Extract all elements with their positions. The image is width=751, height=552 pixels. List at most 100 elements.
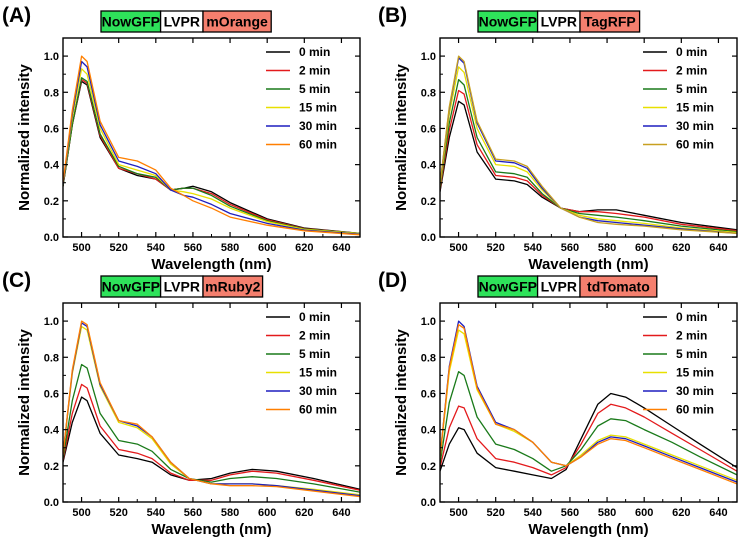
panel-c-construct-label: mRuby2 xyxy=(205,279,260,295)
panel-b-construct-segment xyxy=(579,10,641,33)
panel-a-x-tick-label: 640 xyxy=(332,242,350,254)
panel-b-x-axis-label: Wavelength (nm) xyxy=(528,256,648,273)
panel-c-construct-label: NowGFP xyxy=(102,279,160,295)
panel-c-series-line xyxy=(63,363,360,493)
panel-d-y-axis-label: Normalized intensity xyxy=(393,328,410,475)
panel-d-label: (D) xyxy=(378,269,407,292)
panel-b-y-tick-label: 1.0 xyxy=(421,51,436,63)
panel-b-y-tick-label: 0.2 xyxy=(421,196,436,208)
panel-b-x-tick-label: 520 xyxy=(487,242,505,254)
panel-c-series-line xyxy=(63,320,360,498)
panel-b-x-tick-label: 540 xyxy=(524,242,542,254)
panel-d-x-tick-label: 640 xyxy=(709,507,727,519)
panel-d: (D) NowGFP LVPR tdTomato 500 520 540 560 580 600 6… xyxy=(378,269,738,538)
panel-b-y-axis-label: Normalized intensity xyxy=(393,63,410,210)
panel-b-series-line xyxy=(440,89,737,232)
panel-c-x-tick-label: 640 xyxy=(332,507,350,519)
panel-b-construct-label: TagRFP xyxy=(584,14,636,30)
panel-d-x-tick-label: 500 xyxy=(449,507,467,519)
panel-b-series-line xyxy=(440,100,737,231)
panel-a-y-tick-label: 0.4 xyxy=(44,160,60,172)
panel-b-series-line xyxy=(440,78,737,233)
panel-a-y-tick-label: 0.6 xyxy=(44,123,59,135)
panel-b-legend-label: 15 min xyxy=(676,101,714,115)
panel-b-legend-label: 2 min xyxy=(676,64,707,78)
panel-a-x-tick-label: 560 xyxy=(184,242,202,254)
panel-b-series-line xyxy=(440,57,737,235)
panel-a-series-line xyxy=(63,78,360,235)
panel-b-y-tick-label: 0.4 xyxy=(421,160,437,172)
panel-b-y-tick-label: 0.6 xyxy=(421,123,436,135)
panel-d-legend-label: 0 min xyxy=(676,310,707,324)
panel-a-series-line xyxy=(63,60,360,235)
panel-c-label: (C) xyxy=(2,269,31,292)
panel-d-x-tick-label: 620 xyxy=(672,507,690,519)
panel-c-x-tick-label: 520 xyxy=(110,507,128,519)
panel-d-series-line xyxy=(440,371,737,476)
panel-a-x-tick-label: 540 xyxy=(147,242,165,254)
panel-b-construct-label: NowGFP xyxy=(479,14,537,30)
panel-d-y-tick-label: 0.6 xyxy=(421,388,436,400)
panel-c-y-axis-label: Normalized intensity xyxy=(16,328,33,475)
panel-d-legend-label: 2 min xyxy=(676,329,707,343)
panel-a-construct-label: LVPR xyxy=(164,14,200,30)
panel-b-series-line xyxy=(440,55,737,235)
panel-d-x-tick-label: 580 xyxy=(598,507,616,519)
panel-a-y-tick-label: 0.0 xyxy=(44,232,59,244)
panel-a-legend-label: 30 min xyxy=(299,119,337,133)
panel-d-x-tick-label: 520 xyxy=(487,507,505,519)
panel-c-x-tick-label: 500 xyxy=(72,507,90,519)
panel-b: (B) NowGFP LVPR TagRFP 500 520 540 560 580 600 620… xyxy=(378,4,738,273)
panel-a-x-tick-label: 520 xyxy=(110,242,128,254)
panel-a-x-tick-label: 500 xyxy=(72,242,90,254)
panel-d-x-tick-label: 540 xyxy=(524,507,542,519)
panel-c-construct-segment xyxy=(202,275,264,298)
panel-c-x-tick-label: 620 xyxy=(295,507,313,519)
panel-c-y-tick-label: 0.2 xyxy=(44,461,59,473)
panel-b-series-line xyxy=(440,66,737,234)
panel-a-y-axis-label: Normalized intensity xyxy=(16,63,33,210)
panel-d-construct-label: LVPR xyxy=(541,279,577,295)
panel-a-legend-label: 2 min xyxy=(299,64,330,78)
panel-a: (A) NowGFP LVPR mOrange 500 520 540 560 580 600 62… xyxy=(2,4,361,273)
panel-b-x-tick-label: 580 xyxy=(598,242,616,254)
panel-a-x-tick-label: 600 xyxy=(258,242,276,254)
panel-d-construct-segment xyxy=(579,275,658,298)
panel-b-construct-label: LVPR xyxy=(541,14,577,30)
panel-b-legend-label: 5 min xyxy=(676,82,707,96)
panel-c-y-tick-label: 0.6 xyxy=(44,388,59,400)
panel-c-y-tick-label: 0.4 xyxy=(44,425,60,437)
panel-c-x-tick-label: 540 xyxy=(147,507,165,519)
panel-c-y-tick-label: 0.8 xyxy=(44,352,59,364)
panel-a-construct-segment xyxy=(202,10,272,33)
panel-d-y-tick-label: 0.8 xyxy=(421,352,436,364)
panel-b-legend-label: 0 min xyxy=(676,45,707,59)
panel-b-legend-label: 60 min xyxy=(676,138,714,152)
panel-a-legend-label: 0 min xyxy=(299,45,330,59)
panel-b-x-tick-label: 560 xyxy=(561,242,579,254)
panel-d-legend-label: 15 min xyxy=(676,366,714,380)
panel-d-legend-label: 5 min xyxy=(676,347,707,361)
panel-d-series-line xyxy=(440,392,737,480)
panel-b-x-tick-label: 640 xyxy=(709,242,727,254)
panel-c-legend-label: 15 min xyxy=(299,366,337,380)
panel-d-y-tick-label: 1.0 xyxy=(421,316,436,328)
panel-c-x-tick-label: 600 xyxy=(258,507,276,519)
panel-a-x-tick-label: 580 xyxy=(221,242,239,254)
panel-b-y-tick-label: 0.8 xyxy=(421,87,436,99)
panel-d-series-line xyxy=(440,324,737,485)
panel-a-construct-label: mOrange xyxy=(206,14,268,30)
panel-a-series-line xyxy=(63,55,360,236)
panel-c-series-line xyxy=(63,396,360,490)
panel-d-y-tick-label: 0.0 xyxy=(421,497,436,509)
panel-d-legend-label: 30 min xyxy=(676,384,714,398)
panel-c-y-tick-label: 1.0 xyxy=(44,316,59,328)
panel-b-x-tick-label: 620 xyxy=(672,242,690,254)
panel-c-legend-label: 5 min xyxy=(299,347,330,361)
panel-b-x-tick-label: 500 xyxy=(449,242,467,254)
panel-b-legend-label: 30 min xyxy=(676,119,714,133)
panel-a-y-tick-label: 0.2 xyxy=(44,196,59,208)
panel-c: (C) NowGFP LVPR mRuby2 500 520 540 560 580 600 620… xyxy=(2,269,361,538)
panel-a-legend-label: 15 min xyxy=(299,101,337,115)
panel-a-legend-label: 60 min xyxy=(299,138,337,152)
